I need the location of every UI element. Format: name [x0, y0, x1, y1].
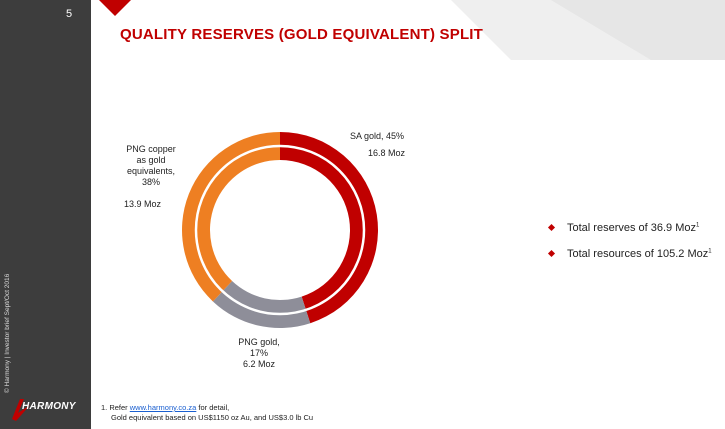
- header-decoration: [99, 0, 725, 60]
- copper-line3: equivalents,: [126, 166, 176, 176]
- footnote-line1: 1. Refer www.harmony.co.za for detail,: [101, 403, 313, 413]
- harmony-logo: [12, 399, 30, 421]
- slice-png-gold: [212, 281, 311, 328]
- bullet-resources-text: Total resources of 105.2 Moz: [567, 248, 709, 260]
- slide-title: QUALITY RESERVES (GOLD EQUIVALENT) SPLIT: [120, 26, 484, 43]
- value-png-copper: 13.9 Moz: [124, 199, 162, 209]
- label-png-gold: PNG gold, 17% 6.2 Moz: [224, 337, 294, 370]
- label-sa-gold: SA gold, 45%: [350, 131, 405, 141]
- footnote-line2: Gold equivalent based on US$1150 oz Au, …: [111, 413, 314, 422]
- summary-bullets: Total reserves of 36.9 Moz1 Total resour…: [547, 222, 712, 274]
- value-sa-gold: 16.8 Moz: [368, 148, 406, 158]
- bullet-resources: Total resources of 105.2 Moz1: [547, 248, 712, 274]
- donut-chart: [182, 132, 378, 328]
- bullet-resources-sup: 1: [708, 248, 712, 255]
- slice-png-copper: [182, 132, 280, 302]
- copper-line2: as gold: [136, 155, 166, 165]
- slice-sa-gold: [280, 132, 378, 324]
- bullet-reserves-text: Total reserves of 36.9 Moz: [567, 222, 697, 234]
- png-gold-value: 6.2 Moz: [242, 359, 275, 369]
- footnote: 1. Refer www.harmony.co.za for detail, G…: [101, 403, 313, 423]
- png-gold-percent: 17%: [249, 348, 268, 358]
- logo-text: HARMONY: [22, 401, 76, 412]
- donut-inner-ring: [194, 144, 366, 316]
- png-gold-name: PNG gold,: [238, 337, 280, 347]
- harmony-website-link[interactable]: www.harmony.co.za: [129, 403, 197, 412]
- sidebar: [0, 0, 91, 429]
- bullet-reserves-sup: 1: [696, 222, 700, 229]
- page-number: 5: [66, 8, 73, 20]
- diamond-bullet-icon: [547, 249, 556, 258]
- footnote-prefix: 1. Refer: [101, 403, 130, 412]
- copper-line1: PNG copper: [126, 144, 176, 154]
- copper-line4: 38%: [141, 177, 160, 187]
- diamond-bullet-icon: [547, 223, 556, 232]
- bullet-reserves: Total reserves of 36.9 Moz1: [547, 222, 712, 248]
- footnote-suffix: for detail,: [196, 403, 230, 412]
- sidebar-note: © Harmony | Investor brief Sept/Oct 2016: [4, 273, 11, 393]
- label-png-copper: PNG copper as gold equivalents, 38%: [112, 144, 190, 188]
